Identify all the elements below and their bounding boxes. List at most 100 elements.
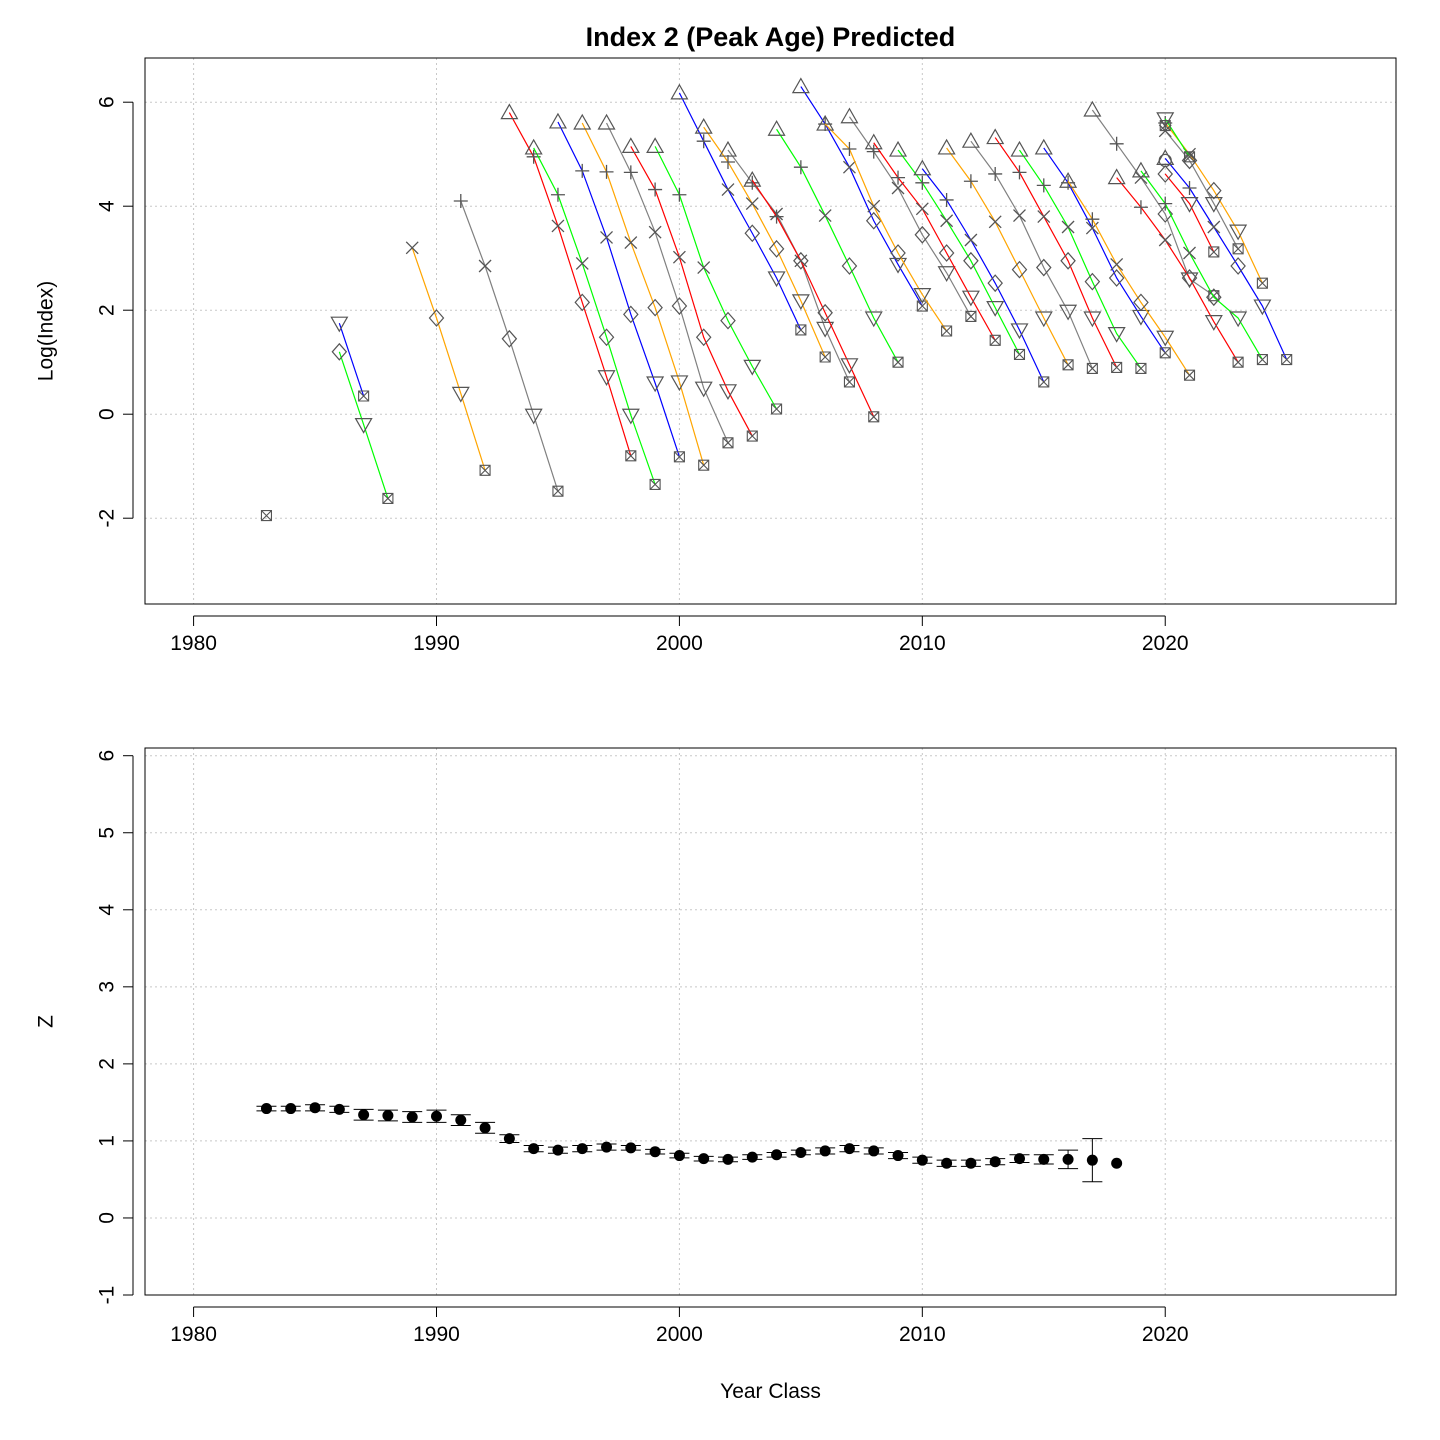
plus-marker — [745, 175, 760, 190]
square-x-marker — [746, 430, 758, 442]
square-x-marker — [1256, 354, 1268, 366]
triangle-down-marker — [718, 384, 738, 401]
x-marker — [891, 181, 905, 195]
z-point — [1062, 1153, 1074, 1165]
square-x-marker — [771, 403, 783, 415]
diamond-marker — [1181, 269, 1198, 287]
cohort-line — [970, 140, 1093, 369]
square-x-marker — [382, 492, 394, 504]
x-marker — [478, 259, 492, 273]
x-marker — [1183, 246, 1196, 260]
y-tick-label: 0 — [96, 408, 119, 420]
square-x-marker — [819, 351, 831, 363]
square-x-marker — [795, 324, 807, 336]
x-marker — [794, 254, 808, 268]
triangle-down-marker — [1229, 311, 1248, 328]
plot-frame — [144, 57, 1397, 605]
diamond-marker — [914, 225, 931, 244]
triangle-up-marker — [718, 140, 738, 157]
plus-marker — [988, 166, 1003, 181]
z-point — [843, 1143, 855, 1155]
cohort-line — [1067, 180, 1191, 376]
cohort-line — [1164, 157, 1288, 360]
z-point — [625, 1142, 637, 1154]
triangle-down-marker — [1034, 311, 1053, 328]
x-marker — [1207, 220, 1221, 234]
cohort-series — [913, 159, 1050, 388]
y-tick-label: 2 — [96, 304, 119, 316]
triangle-up-marker — [816, 114, 835, 131]
diamond-marker — [1133, 293, 1149, 312]
triangle-up-marker — [1034, 138, 1053, 155]
cohort-series — [331, 342, 394, 504]
plus-marker — [891, 170, 906, 185]
x-marker — [1110, 257, 1124, 271]
x-marker — [551, 219, 565, 233]
y-tick-label: 6 — [96, 750, 119, 762]
triangle-down-marker — [354, 418, 373, 434]
x-marker — [600, 230, 613, 244]
diamond-marker — [1060, 251, 1076, 270]
z-point — [552, 1144, 564, 1156]
z-point — [1013, 1153, 1025, 1165]
triangle-up-marker — [1010, 140, 1029, 157]
plus-marker — [842, 142, 857, 156]
z-point — [941, 1157, 953, 1169]
cohort-series — [743, 170, 880, 423]
triangle-down-marker — [670, 375, 689, 392]
cohort-series — [453, 194, 564, 497]
diamond-marker — [744, 224, 761, 243]
square-x-marker — [1159, 347, 1171, 359]
x-marker — [988, 215, 1002, 229]
cohort-line — [411, 247, 486, 471]
triangle-down-marker — [913, 288, 932, 304]
x-marker — [648, 225, 662, 239]
diamond-marker — [865, 211, 882, 230]
triangle-down-marker — [816, 321, 835, 338]
cohort-series — [937, 138, 1074, 371]
triangle-up-marker — [500, 103, 519, 120]
x-marker — [1013, 209, 1026, 223]
plus-marker — [672, 187, 687, 202]
cohort-line — [873, 142, 996, 341]
diamond-marker — [793, 251, 809, 270]
cohort-series — [573, 113, 710, 471]
diamond-marker — [623, 305, 639, 324]
square-x-marker — [843, 376, 855, 388]
cohort-series — [1010, 140, 1147, 374]
diamond-marker — [963, 251, 979, 270]
square-x-marker — [1183, 369, 1196, 381]
plus-marker — [575, 163, 590, 178]
triangle-down-marker — [888, 257, 908, 274]
diamond-marker — [1011, 260, 1028, 279]
diamond-marker — [647, 298, 663, 317]
plus-marker — [720, 155, 735, 169]
triangle-down-marker — [840, 358, 859, 375]
z-point — [601, 1141, 613, 1153]
plus-marker — [1158, 196, 1173, 211]
x-marker — [575, 256, 589, 270]
cohort-line — [751, 179, 875, 418]
cohort-line — [460, 200, 559, 492]
x-tick-label: 1990 — [413, 632, 460, 655]
diamond-marker — [598, 328, 615, 347]
diamond-marker — [428, 309, 445, 327]
cohort-line — [727, 149, 850, 383]
z-point — [358, 1109, 370, 1121]
square-x-marker — [1038, 376, 1050, 388]
cohort-series — [524, 138, 661, 490]
triangle-up-marker — [961, 131, 980, 148]
diamond-marker — [1206, 288, 1222, 307]
triangle-up-marker — [986, 128, 1005, 145]
plus-marker — [1085, 212, 1100, 227]
diamond-marker — [1157, 165, 1174, 183]
square-x-marker — [1232, 243, 1244, 255]
diamond-marker — [938, 244, 955, 262]
cohort-line — [800, 86, 923, 307]
plus-marker — [1109, 136, 1124, 151]
x-axis-label: Year Class — [720, 1380, 821, 1403]
triangle-down-marker — [1156, 330, 1175, 347]
cohort-series — [1107, 168, 1244, 368]
cohort-series — [405, 241, 491, 476]
z-point — [503, 1133, 515, 1145]
